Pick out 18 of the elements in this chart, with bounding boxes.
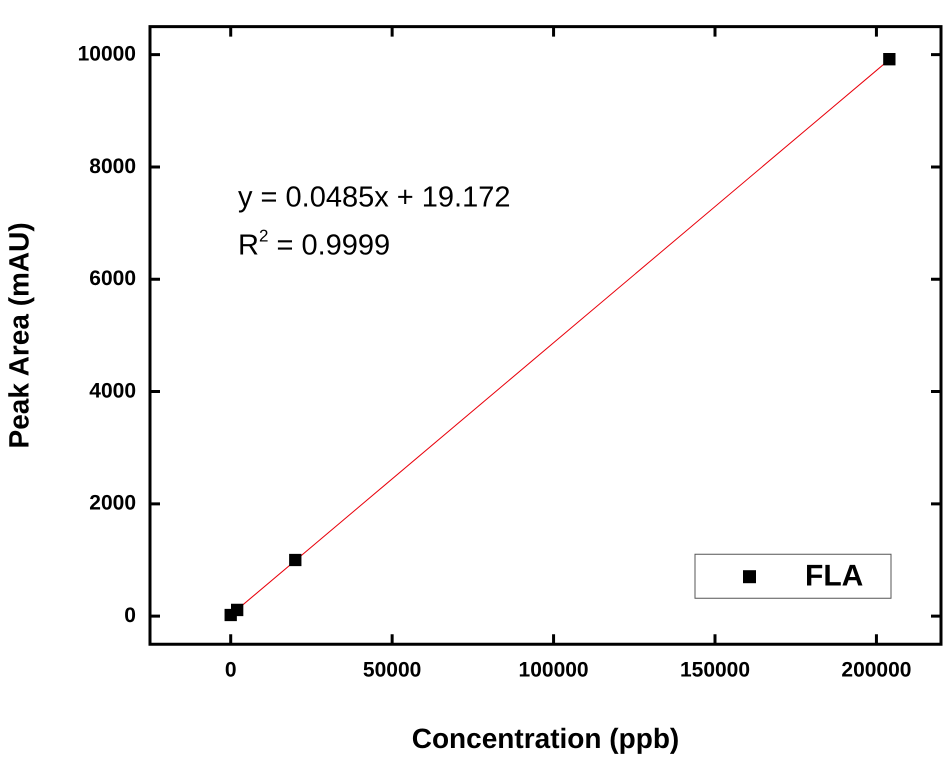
- point: [231, 604, 244, 616]
- y-tick-label: 6000: [89, 267, 136, 290]
- x-axis-title: Concentration (ppb): [412, 722, 680, 754]
- point: [883, 53, 896, 66]
- y-tick-label: 4000: [89, 379, 136, 402]
- y-axis-title: Peak Area (mAU): [4, 222, 35, 448]
- x-tick-label: 150000: [680, 658, 750, 682]
- x-tick-label: 0: [224, 658, 237, 682]
- x-tick-label: 100000: [518, 658, 589, 682]
- y-tick-label: 8000: [89, 154, 136, 178]
- y-tick-label: 10000: [78, 42, 136, 66]
- legend-label: FLA: [805, 559, 864, 592]
- x-tick-label: 200000: [841, 658, 912, 682]
- y-tick-label: 0: [124, 604, 136, 627]
- x-tick-label: 50000: [362, 658, 422, 682]
- y-tick-label: 2000: [89, 492, 136, 515]
- annotation: y = 0.0485x + 19.172: [238, 182, 510, 214]
- point: [289, 554, 302, 566]
